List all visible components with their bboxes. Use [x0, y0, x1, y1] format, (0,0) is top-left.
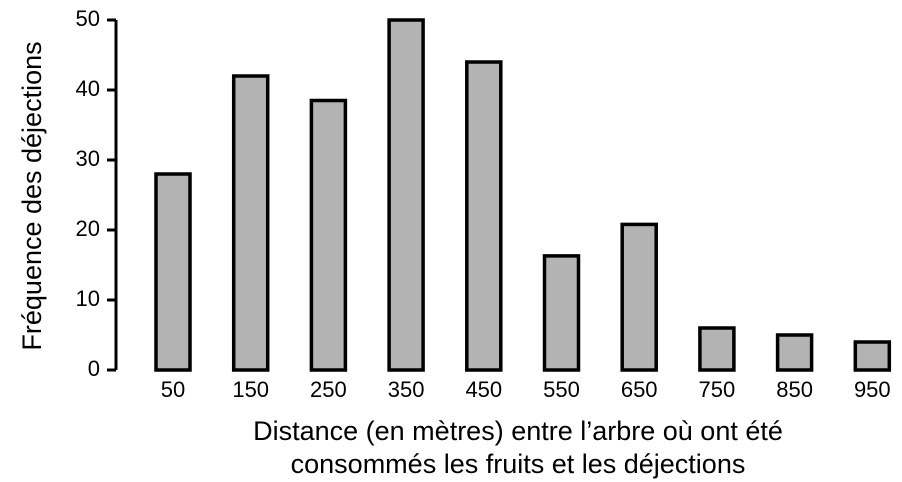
bar — [620, 222, 658, 372]
x-tick-label: 650 — [621, 377, 658, 402]
bar — [387, 18, 425, 372]
bar — [698, 326, 736, 372]
y-tick-label: 30 — [76, 146, 100, 171]
bar — [465, 60, 503, 372]
x-tick-label: 550 — [543, 377, 580, 402]
x-tick-label: 950 — [854, 377, 891, 402]
x-tick-label: 150 — [232, 377, 269, 402]
x-axis-title-line-1: Distance (en mètres) entre l’arbre où on… — [253, 416, 783, 446]
y-tick-label: 50 — [76, 6, 100, 31]
x-tick-label: 250 — [310, 377, 347, 402]
x-tick-label: 350 — [388, 377, 425, 402]
bar — [775, 333, 814, 372]
bar — [231, 74, 270, 372]
y-tick-group: 0 10 20 30 40 50 — [76, 6, 116, 381]
y-axis-title: Fréquence des déjections — [17, 41, 47, 350]
bar — [309, 98, 348, 372]
x-tick-label: 850 — [776, 377, 813, 402]
y-tick-label: 0 — [88, 356, 100, 381]
x-axis-title-line-2: consommés les fruits et les déjections — [291, 449, 746, 479]
bar — [542, 254, 581, 372]
x-tick-label: 750 — [699, 377, 736, 402]
bar — [853, 340, 892, 372]
y-tick-label: 20 — [76, 216, 100, 241]
x-tick-label: 50 — [161, 377, 185, 402]
y-tick-label: 40 — [76, 76, 100, 101]
bar — [154, 172, 192, 372]
x-tick-label: 450 — [465, 377, 502, 402]
y-tick-label: 10 — [76, 286, 100, 311]
x-tick-group: 50 150 250 350 450 550 650 750 850 950 — [161, 377, 891, 402]
bar-group — [154, 18, 892, 372]
